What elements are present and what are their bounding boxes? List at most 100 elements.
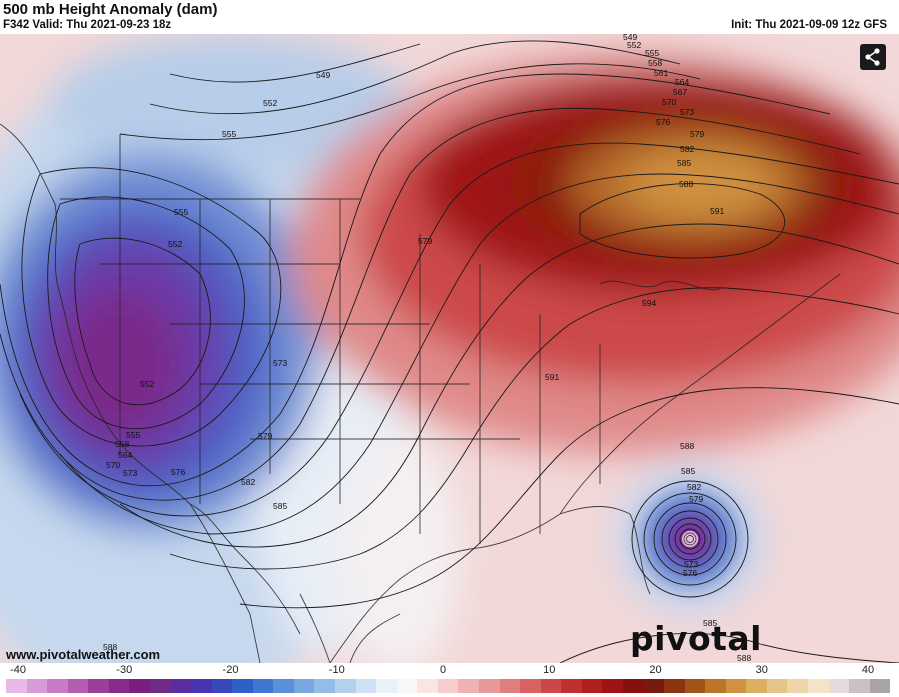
contour-label: 594 (642, 298, 657, 308)
height-contours (0, 40, 899, 663)
hurricane-inner-rings (683, 532, 697, 546)
colorbar-swatch (47, 679, 68, 693)
colorbar-swatch (26, 679, 48, 693)
colorbar-swatch (129, 679, 150, 693)
contour-label: 570 (662, 97, 677, 107)
colorbar-swatch (170, 679, 192, 693)
contour-label: 549 (316, 70, 331, 80)
header: 500 mb Height Anomaly (dam) F342 Valid: … (0, 0, 899, 34)
map-canvas (0, 34, 899, 663)
colorbar-swatch (314, 679, 335, 693)
contour-label: 552 (168, 239, 183, 249)
colorbar-swatch (746, 679, 767, 693)
colorbar-swatch (807, 679, 829, 693)
contour-label: 549 (623, 34, 638, 42)
colorbar-tick-label: -20 (222, 664, 239, 676)
colorbar-swatch (232, 679, 253, 693)
colorbar-ticks: -40 -30 -20 -10 0 10 20 30 40 (0, 663, 899, 678)
colorbar-swatch (252, 679, 274, 693)
colorbar-swatch (6, 679, 27, 693)
colorbar-tick-label: 20 (649, 664, 662, 676)
colorbar-tick-label: 0 (439, 664, 447, 676)
contour-label: 582 (680, 144, 695, 154)
contour-label: 561 (654, 68, 669, 78)
colorbar-swatch (705, 679, 726, 693)
share-icon (865, 48, 880, 66)
contour-label: 555 (174, 207, 189, 217)
contour-label: 552 (627, 40, 642, 50)
colorbar-swatch (437, 679, 459, 693)
colorbar-swatch (396, 679, 418, 693)
contour-label: 579 (258, 431, 273, 441)
colorbar-tick-label: -10 (328, 664, 345, 676)
contour-label: 576 (171, 467, 186, 477)
contour-label: 564 (675, 77, 690, 87)
contour-label: 588 (680, 441, 695, 451)
colorbar-swatch (725, 679, 747, 693)
colorbar-tick-label: 30 (755, 664, 768, 676)
valid-time: F342 Valid: Thu 2021-09-23 18z (3, 19, 172, 31)
colorbar-tick-label: -30 (116, 664, 133, 676)
contour-label: 585 (273, 501, 288, 511)
contour-label: 567 (673, 87, 688, 97)
colorbar-swatch (417, 679, 438, 693)
colorbar-swatch (191, 679, 212, 693)
contour-label: 579 (689, 494, 704, 504)
contour-label: 591 (710, 206, 725, 216)
contour-label: 579 (690, 129, 705, 139)
contour-label: 552 (140, 379, 155, 389)
contour-label: 555 (222, 129, 237, 139)
colorbar-swatch (355, 679, 377, 693)
colorbar-swatch (664, 679, 685, 693)
contour-label: 573 (680, 107, 695, 117)
colorbar-swatch (149, 679, 171, 693)
colorbar-gradient (6, 679, 891, 693)
contour-label: 555 (645, 48, 660, 58)
colorbar-swatch (684, 679, 706, 693)
contour-label: 576 (683, 568, 698, 578)
contour-label: 582 (687, 482, 702, 492)
colorbar-swatch (335, 679, 356, 693)
map-title: 500 mb Height Anomaly (dam) (3, 1, 218, 18)
colorbar-swatch (869, 679, 891, 693)
contour-label-layer: 549 552 555 555 552 552 555 558 564 570 … (0, 34, 899, 663)
colorbar-swatch (828, 679, 850, 693)
share-button[interactable] (860, 44, 886, 70)
contour-label: 588 (679, 179, 694, 189)
contour-label: 573 (684, 559, 699, 569)
boundaries (0, 123, 841, 663)
contour-label: 585 (677, 158, 692, 168)
colorbar-swatch (478, 679, 500, 693)
colorbar-swatch (849, 679, 870, 693)
colorbar-swatch (602, 679, 623, 693)
colorbar-swatch (787, 679, 808, 693)
website-link[interactable]: www.pivotalweather.com (6, 647, 161, 662)
colorbar-swatch (581, 679, 603, 693)
contour-label: 588 (103, 642, 118, 652)
colorbar-tick-label: -40 (10, 664, 26, 676)
init-time: Init: Thu 2021-09-09 12z GFS (731, 19, 887, 31)
colorbar-swatch (561, 679, 582, 693)
contour-label: 558 (648, 58, 663, 68)
colorbar-swatch (211, 679, 233, 693)
contour-label: 576 (656, 117, 671, 127)
contour-label: 591 (545, 372, 560, 382)
contour-label: 573 (123, 468, 138, 478)
colorbar-swatch (67, 679, 89, 693)
colorbar-swatch (499, 679, 521, 693)
colorbar-swatch (520, 679, 541, 693)
colorbar-swatch (88, 679, 109, 693)
height-anomaly-map[interactable]: 549 552 555 555 552 552 555 558 564 570 … (0, 34, 899, 663)
contour-label: 558 (115, 439, 130, 449)
contour-label: 573 (273, 358, 288, 368)
colorbar: -40 -30 -20 -10 0 10 20 30 40 (0, 663, 899, 695)
contour-label: 588 (737, 653, 752, 663)
colorbar-swatch (108, 679, 130, 693)
colorbar-swatch (643, 679, 664, 693)
contour-label: 552 (263, 98, 278, 108)
colorbar-swatch (376, 679, 397, 693)
colorbar-swatch (622, 679, 644, 693)
contour-label: 555 (126, 430, 141, 440)
colorbar-swatch (273, 679, 294, 693)
colorbar-swatch (458, 679, 479, 693)
